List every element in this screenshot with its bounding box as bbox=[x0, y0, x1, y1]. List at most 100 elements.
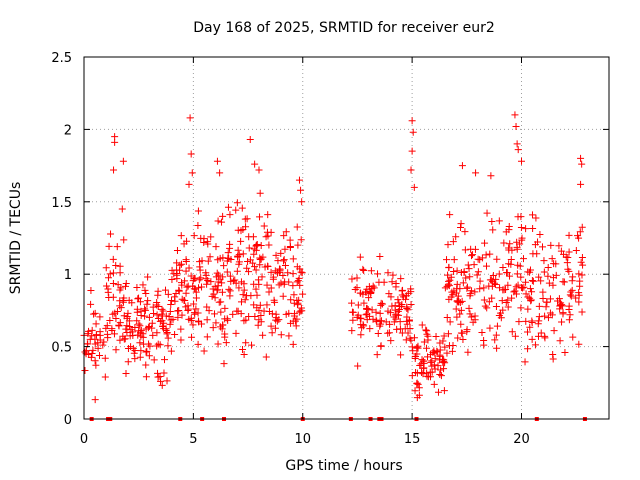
data-point bbox=[272, 251, 280, 259]
data-point bbox=[548, 311, 556, 319]
data-point bbox=[255, 166, 263, 174]
data-point bbox=[354, 362, 362, 370]
data-point bbox=[519, 255, 527, 263]
data-point bbox=[99, 341, 107, 349]
data-point bbox=[178, 281, 186, 289]
data-point bbox=[234, 252, 242, 260]
data-point bbox=[88, 332, 96, 340]
y-tick-label: 1.5 bbox=[51, 196, 72, 211]
data-point bbox=[513, 243, 521, 251]
data-point bbox=[411, 387, 419, 395]
data-point bbox=[116, 269, 124, 277]
data-point bbox=[200, 238, 208, 246]
data-point bbox=[250, 250, 258, 258]
data-point bbox=[443, 282, 451, 290]
data-point bbox=[431, 365, 439, 373]
data-point bbox=[279, 271, 287, 279]
data-point bbox=[226, 292, 234, 300]
data-point bbox=[218, 279, 226, 287]
data-point bbox=[512, 290, 520, 298]
data-point bbox=[565, 248, 573, 256]
data-point bbox=[191, 274, 199, 282]
data-point bbox=[159, 312, 167, 320]
data-point bbox=[162, 286, 170, 294]
data-point bbox=[359, 265, 367, 273]
data-point bbox=[124, 309, 132, 317]
data-point bbox=[409, 347, 417, 355]
data-point bbox=[96, 351, 104, 359]
data-point bbox=[566, 311, 574, 319]
data-point bbox=[567, 288, 575, 296]
data-point bbox=[353, 284, 361, 292]
data-point bbox=[348, 299, 356, 307]
data-point bbox=[456, 285, 464, 293]
data-point bbox=[517, 273, 525, 281]
data-point bbox=[137, 312, 145, 320]
data-point bbox=[499, 263, 507, 271]
data-point bbox=[392, 315, 400, 323]
data-point bbox=[407, 166, 415, 174]
y-tick-label: 2 bbox=[64, 123, 72, 138]
data-point bbox=[514, 146, 522, 154]
data-point bbox=[577, 154, 585, 162]
data-point bbox=[232, 329, 240, 337]
data-point bbox=[196, 263, 204, 271]
data-point bbox=[87, 300, 95, 308]
data-point bbox=[522, 225, 530, 233]
data-point bbox=[248, 341, 256, 349]
data-point bbox=[239, 291, 247, 299]
data-point bbox=[565, 316, 573, 324]
data-point bbox=[508, 328, 516, 336]
data-point bbox=[376, 309, 384, 317]
data-point bbox=[92, 331, 100, 339]
data-point bbox=[232, 206, 240, 214]
data-point bbox=[135, 294, 143, 302]
data-point bbox=[521, 358, 529, 366]
data-point bbox=[356, 253, 364, 261]
data-point bbox=[446, 211, 454, 219]
data-point bbox=[235, 284, 243, 292]
data-point bbox=[419, 370, 427, 378]
data-point bbox=[471, 288, 479, 296]
data-point bbox=[209, 285, 217, 293]
data-point bbox=[373, 351, 381, 359]
x-tick-label: 5 bbox=[189, 432, 197, 447]
data-point bbox=[508, 294, 516, 302]
data-point bbox=[293, 301, 301, 309]
data-point bbox=[85, 351, 93, 359]
data-point bbox=[240, 351, 248, 359]
data-point bbox=[101, 373, 109, 381]
data-point bbox=[537, 329, 545, 337]
data-point bbox=[456, 310, 464, 318]
data-point bbox=[273, 317, 281, 325]
data-point bbox=[251, 160, 259, 168]
data-point bbox=[377, 342, 385, 350]
data-point bbox=[374, 329, 382, 337]
data-point bbox=[565, 231, 573, 239]
data-point bbox=[195, 284, 203, 292]
data-point bbox=[299, 290, 307, 298]
data-point bbox=[219, 254, 227, 262]
data-point bbox=[259, 331, 267, 339]
data-point bbox=[109, 255, 117, 263]
data-point bbox=[578, 308, 586, 316]
data-point bbox=[370, 284, 378, 292]
data-point bbox=[377, 320, 385, 328]
data-point bbox=[522, 290, 530, 298]
data-point bbox=[194, 222, 202, 230]
data-point bbox=[202, 269, 210, 277]
data-point bbox=[497, 314, 505, 322]
y-tick-label: 1 bbox=[64, 268, 72, 283]
y-tick-label: 0.5 bbox=[51, 341, 72, 356]
data-point bbox=[458, 162, 466, 170]
data-point bbox=[120, 312, 128, 320]
data-point bbox=[144, 297, 152, 305]
data-point bbox=[119, 298, 127, 306]
data-point bbox=[139, 281, 147, 289]
data-point bbox=[289, 255, 297, 263]
data-point bbox=[457, 329, 465, 337]
data-point bbox=[513, 140, 521, 148]
data-point bbox=[535, 302, 543, 310]
data-point bbox=[154, 303, 162, 311]
data-point bbox=[472, 169, 480, 177]
